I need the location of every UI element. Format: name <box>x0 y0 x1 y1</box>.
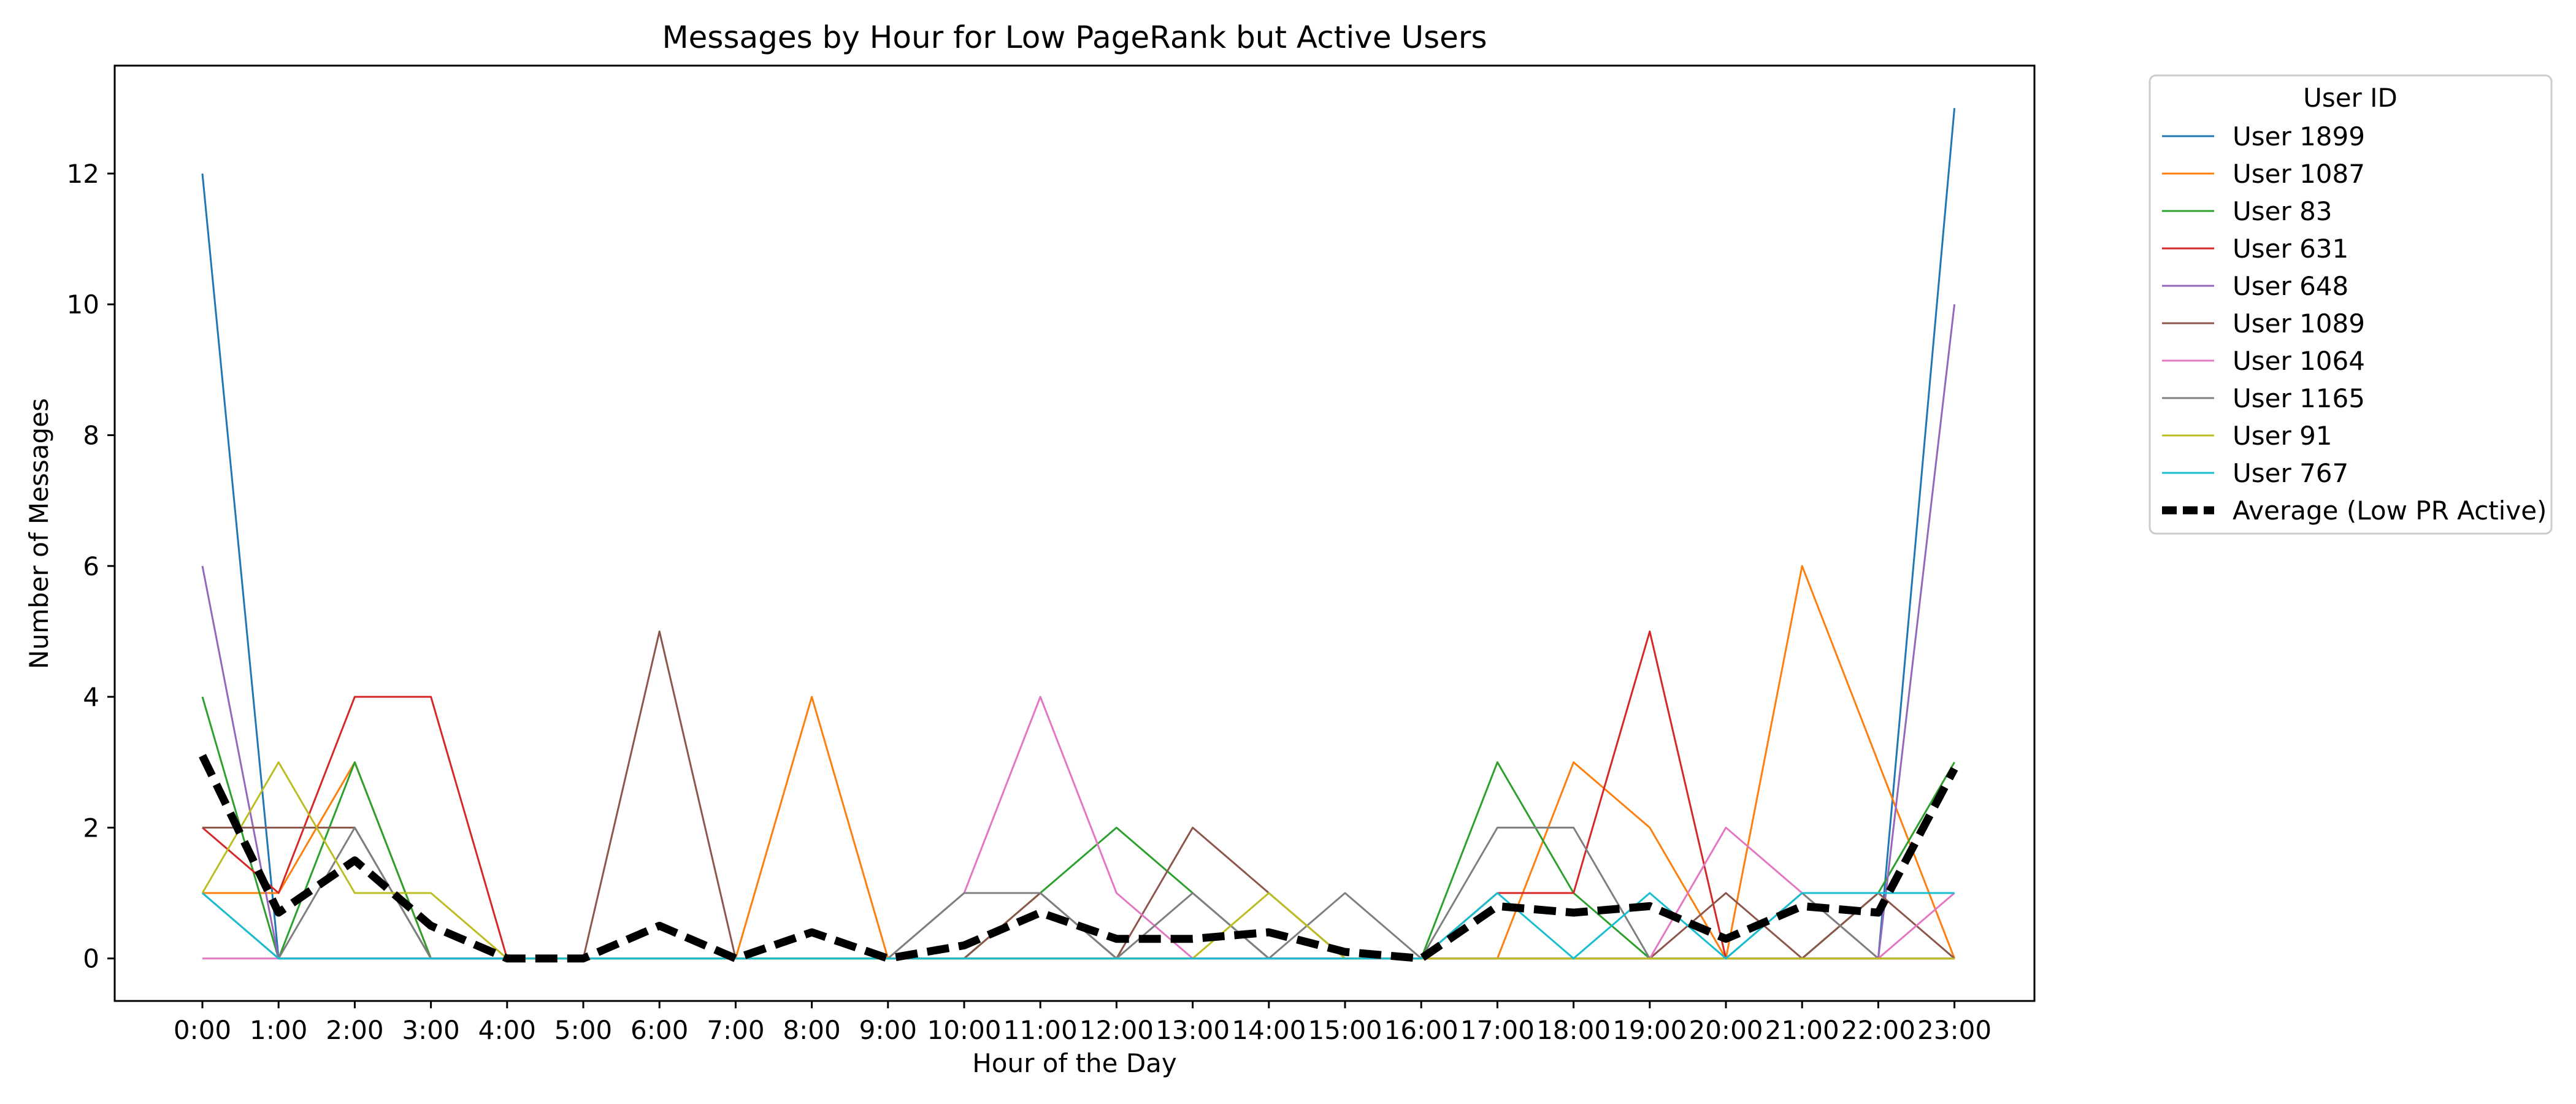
legend-label: User 1064 <box>2233 346 2365 376</box>
x-axis-label: Hour of the Day <box>972 1048 1177 1078</box>
y-tick-label: 8 <box>83 421 99 451</box>
x-tick-label: 20:00 <box>1689 1015 1763 1045</box>
legend-label: User 631 <box>2233 234 2348 264</box>
x-tick-label: 12:00 <box>1079 1015 1154 1045</box>
legend-box <box>2149 74 2553 535</box>
legend-label: Average (Low PR Active) <box>2233 496 2547 526</box>
x-tick-label: 15:00 <box>1308 1015 1382 1045</box>
x-tick-label: 3:00 <box>402 1015 459 1045</box>
x-tick-label: 22:00 <box>1841 1015 1915 1045</box>
x-tick-label: 16:00 <box>1384 1015 1459 1045</box>
x-tick-label: 1:00 <box>250 1015 307 1045</box>
y-tick-label: 12 <box>67 159 99 189</box>
plot-frame <box>113 64 2036 1002</box>
y-axis-label: Number of Messages <box>24 398 54 669</box>
legend-label: User 1165 <box>2233 383 2365 413</box>
x-tick-label: 14:00 <box>1232 1015 1306 1045</box>
x-tick-label: 23:00 <box>1917 1015 1991 1045</box>
x-tick-label: 0:00 <box>174 1015 231 1045</box>
legend: User ID User 1899 User 1087 User 83 User 63… <box>2149 74 2553 535</box>
legend-label: User 83 <box>2233 196 2333 226</box>
legend-label: User 1087 <box>2233 159 2365 189</box>
x-tick-label: 11:00 <box>1003 1015 1078 1045</box>
y-tick-label: 2 <box>83 813 99 843</box>
x-tick-label: 9:00 <box>859 1015 917 1045</box>
y-tick-label: 10 <box>67 289 99 320</box>
series-line-10 <box>199 754 1958 963</box>
x-axis: 0:00 1:00 2:00 3:00 4:00 5:00 6:00 7:00 8:00 9:00… <box>174 1001 1991 1045</box>
x-tick-label: 5:00 <box>554 1015 612 1045</box>
legend-label: User 648 <box>2233 271 2348 301</box>
x-tick-label: 7:00 <box>707 1015 764 1045</box>
x-tick-label: 6:00 <box>631 1015 688 1045</box>
x-tick-label: 18:00 <box>1536 1015 1611 1045</box>
x-tick-label: 19:00 <box>1612 1015 1687 1045</box>
legend-title: User ID <box>2303 83 2398 113</box>
legend-label: User 1899 <box>2233 121 2365 151</box>
y-tick-label: 0 <box>83 944 99 974</box>
x-tick-label: 2:00 <box>326 1015 383 1045</box>
x-tick-label: 8:00 <box>783 1015 840 1045</box>
legend-label: User 1089 <box>2233 309 2365 339</box>
legend-items: User 1899 User 1087 User 83 User 631 User 64… <box>2162 121 2547 526</box>
x-tick-label: 10:00 <box>927 1015 1001 1045</box>
series-line-9 <box>202 892 1955 960</box>
y-tick-label: 6 <box>83 551 99 581</box>
chart-title: Messages by Hour for Low PageRank but Ac… <box>662 20 1487 55</box>
x-tick-label: 4:00 <box>478 1015 536 1045</box>
y-tick-label: 4 <box>83 682 99 712</box>
y-axis: 0 2 4 6 8 10 12 <box>67 159 115 974</box>
legend-label: User 767 <box>2233 458 2348 488</box>
x-tick-label: 17:00 <box>1460 1015 1535 1045</box>
legend-label: User 91 <box>2233 421 2333 451</box>
x-tick-label: 21:00 <box>1765 1015 1839 1045</box>
plot-area <box>199 108 1958 963</box>
x-tick-label: 13:00 <box>1156 1015 1230 1045</box>
